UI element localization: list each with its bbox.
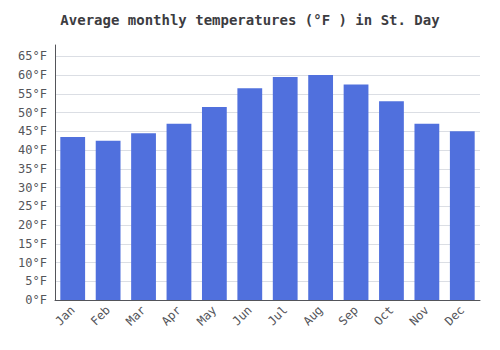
svg-text:0°F: 0°F xyxy=(25,293,47,307)
svg-text:25°F: 25°F xyxy=(18,199,47,213)
svg-text:50°F: 50°F xyxy=(18,106,47,120)
svg-text:Average monthly temperatures (: Average monthly temperatures (°F ) in St… xyxy=(60,12,440,28)
svg-text:Apr: Apr xyxy=(159,303,184,328)
svg-text:Jul: Jul xyxy=(265,303,290,328)
svg-text:60°F: 60°F xyxy=(18,68,47,82)
svg-text:Mar: Mar xyxy=(123,303,148,328)
svg-text:Jan: Jan xyxy=(52,303,77,328)
svg-text:Oct: Oct xyxy=(371,303,396,328)
svg-text:5°F: 5°F xyxy=(25,274,47,288)
svg-text:Aug: Aug xyxy=(300,303,325,328)
svg-text:Feb: Feb xyxy=(88,303,113,328)
svg-text:Nov: Nov xyxy=(407,303,432,328)
svg-text:30°F: 30°F xyxy=(18,181,47,195)
svg-text:Jun: Jun xyxy=(230,303,255,328)
svg-text:55°F: 55°F xyxy=(18,87,47,101)
svg-text:May: May xyxy=(194,303,219,328)
svg-text:15°F: 15°F xyxy=(18,237,47,251)
svg-text:65°F: 65°F xyxy=(18,49,47,63)
svg-text:20°F: 20°F xyxy=(18,218,47,232)
svg-text:10°F: 10°F xyxy=(18,256,47,270)
svg-text:Sep: Sep xyxy=(336,303,361,328)
svg-text:35°F: 35°F xyxy=(18,162,47,176)
svg-text:45°F: 45°F xyxy=(18,124,47,138)
svg-text:40°F: 40°F xyxy=(18,143,47,157)
svg-text:Dec: Dec xyxy=(442,303,467,328)
